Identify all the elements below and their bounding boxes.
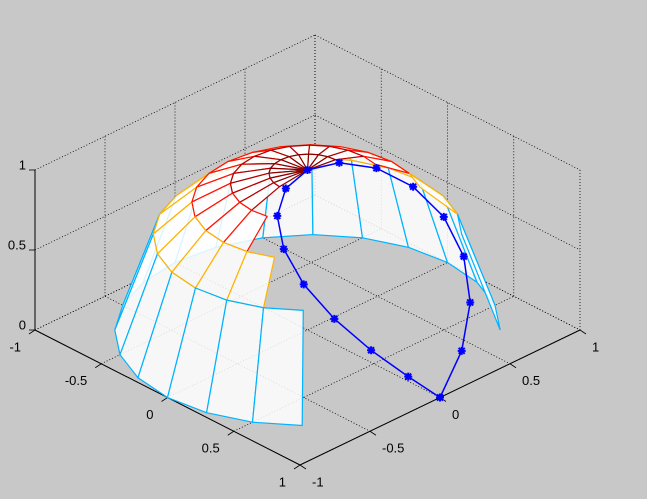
x-tick-label: 0.5 (202, 441, 220, 456)
tick-mark (227, 430, 234, 436)
grid-line (34, 34, 316, 171)
x-tick-label: 0 (146, 407, 153, 422)
tick-mark (579, 329, 587, 335)
z-tick-label: 1 (19, 157, 26, 172)
tick-mark (95, 363, 102, 369)
tick-mark (28, 329, 36, 335)
tick-mark (509, 363, 517, 369)
curve-marker (436, 393, 444, 402)
curve-marker (335, 158, 344, 167)
curve-marker (279, 245, 288, 254)
y-tick-label: -1 (312, 474, 324, 489)
grid-line (34, 114, 316, 251)
y-tick-label: 1 (592, 339, 599, 354)
curve-marker (330, 314, 339, 323)
curve-marker (404, 372, 413, 381)
y-tick-label: 0.5 (522, 373, 540, 388)
curve-marker (372, 164, 381, 173)
x-tick-label: 1 (279, 474, 286, 489)
tick-mark (299, 464, 307, 470)
curve-marker (466, 298, 475, 307)
y-tick-label: -0.5 (382, 441, 404, 456)
curve-marker (409, 182, 418, 191)
curve-marker (281, 184, 290, 193)
tick-mark (293, 464, 301, 470)
grid-line (34, 194, 316, 331)
x-tick-label: -1 (9, 339, 21, 354)
tick-mark (161, 397, 168, 402)
z-tick-label: 0 (19, 317, 26, 332)
surface-cell (408, 172, 458, 215)
curve-marker (367, 346, 376, 355)
curve-marker (299, 280, 308, 289)
surface-cell (363, 155, 410, 174)
surface-cell (251, 307, 304, 427)
curve-marker (457, 346, 466, 355)
curve-marker (303, 166, 312, 174)
surface-cell (456, 214, 501, 331)
z-tick-label: 0.5 (8, 237, 26, 252)
curve-marker (459, 252, 468, 261)
y-tick-label: 0 (452, 407, 459, 422)
x-tick-label: -0.5 (65, 373, 87, 388)
tick-mark (369, 430, 377, 436)
curve-marker (273, 211, 282, 220)
surface-cell (307, 155, 338, 171)
curve-marker (439, 212, 448, 221)
